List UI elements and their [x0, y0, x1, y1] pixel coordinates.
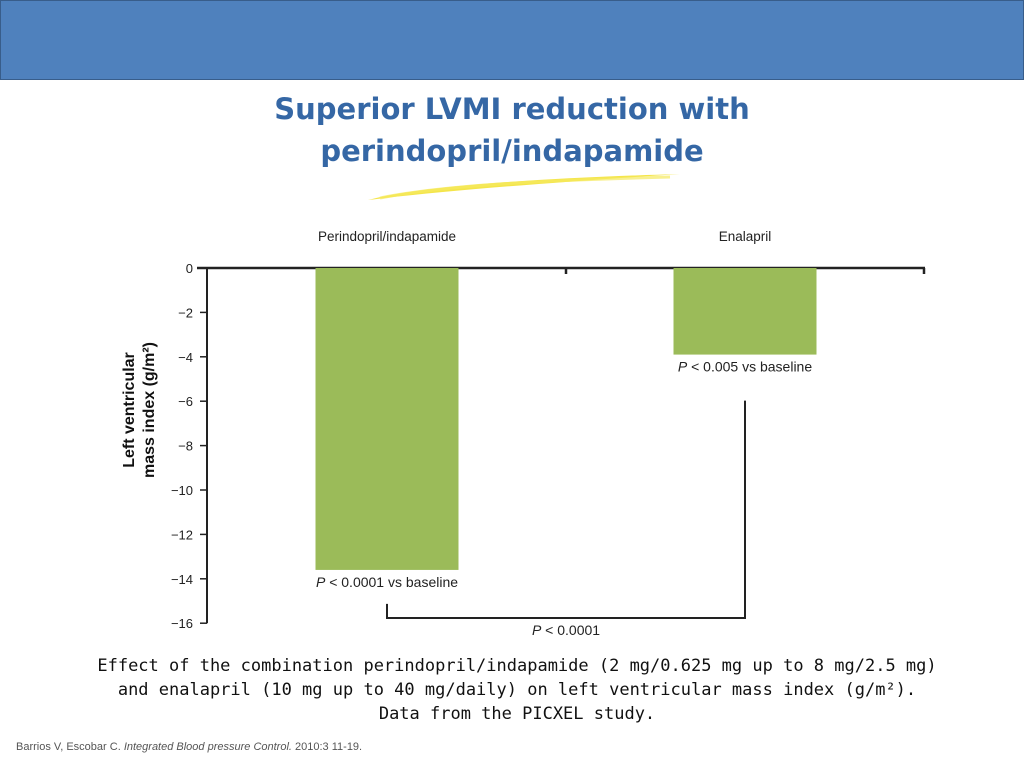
y-tick-label: −6 [178, 394, 193, 409]
p-symbol: P [678, 359, 688, 375]
category-label-2: Enalapril [719, 229, 772, 244]
y-tick-label: −8 [178, 439, 193, 454]
citation-authors: Barrios V, Escobar C. [16, 741, 121, 753]
title-line-2: perindopril/indapamide [320, 134, 704, 168]
category-label-1: Perindopril/indapamide [318, 229, 456, 244]
y-tick-label: −2 [178, 305, 193, 320]
citation-details: 2010:3 11-19. [295, 741, 363, 753]
lvmi-bar-chart: 0 −2 −4 −6 −8 −10 −12 −14 −16 Left ventricular mas… [121, 229, 926, 638]
y-tick-label: −16 [171, 616, 193, 631]
y-tick-label: −12 [171, 527, 193, 542]
citation-journal: Integrated Blood pressure Control. [123, 741, 292, 753]
annotation-text: < 0.005 vs baseline [687, 359, 812, 375]
title-underline-swoosh [368, 174, 680, 200]
citation: Barrios V, Escobar C. Integrated Blood p… [16, 741, 362, 753]
p-symbol: P [532, 622, 542, 638]
y-tick-label: 0 [186, 261, 193, 276]
y-tick-label: −4 [178, 350, 193, 365]
caption-line-2: and enalapril (10 mg up to 40 mg/daily) … [117, 680, 917, 700]
bar-1 [315, 268, 459, 570]
y-tick-label: −10 [171, 483, 193, 498]
slide-title: Superior LVMI reduction with perindopril… [0, 88, 1024, 172]
figure-caption: Effect of the combination perindopril/in… [0, 654, 1024, 726]
bar-2 [673, 268, 817, 355]
y-axis-label-line-1: Left ventricular [121, 352, 138, 468]
y-axis-label: Left ventricular mass index (g/m²) [121, 342, 158, 478]
caption-line-3: Data from the PICXEL study. [378, 704, 656, 724]
comparison-bracket [386, 400, 746, 619]
annotation-text: < 0.0001 vs baseline [325, 574, 458, 590]
y-axis-label-line-2: mass index (g/m²) [141, 342, 158, 478]
comparison-label: P < 0.0001 [532, 622, 600, 638]
title-line-1: Superior LVMI reduction with [274, 92, 750, 126]
comparison-text: < 0.0001 [541, 622, 600, 638]
caption-line-1: Effect of the combination perindopril/in… [97, 656, 937, 676]
p-symbol: P [316, 574, 326, 590]
bar-annotation-1: P < 0.0001 vs baseline [316, 574, 458, 590]
bar-annotation-2: P < 0.005 vs baseline [678, 359, 812, 375]
y-tick-label: −14 [171, 572, 193, 587]
header-band [0, 0, 1024, 80]
